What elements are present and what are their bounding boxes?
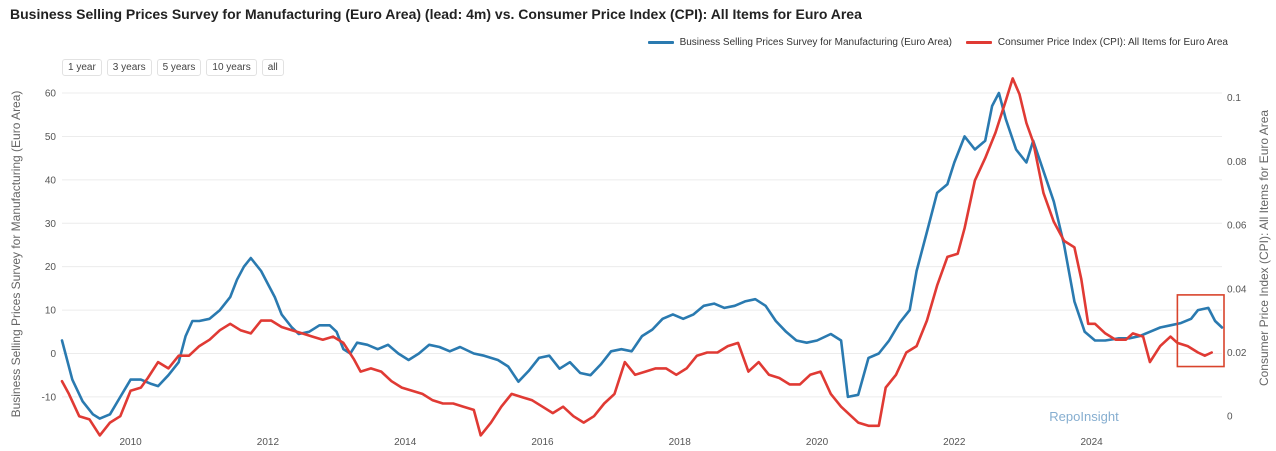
right-tick-label: 0.08 [1227, 157, 1247, 168]
x-tick-label: 2014 [394, 437, 417, 448]
chart-legend: Business Selling Prices Survey for Manuf… [647, 37, 1228, 48]
x-axis-ticks: 2010 2012 2014 2016 2018 2020 2022 2024 [120, 437, 1104, 448]
legend-item-cpi[interactable]: Consumer Price Index (CPI): All Items fo… [965, 37, 1228, 48]
right-tick-label: 0.1 [1227, 93, 1241, 104]
x-tick-label: 2016 [531, 437, 554, 448]
right-axis-ticks: 0 0.02 0.04 0.06 0.08 0.1 [1227, 93, 1247, 423]
watermark-text: RepoInsight [1049, 409, 1119, 424]
gridlines [62, 92, 1222, 398]
left-tick-label: 40 [45, 175, 57, 186]
right-tick-label: 0.06 [1227, 221, 1247, 232]
right-tick-label: 0 [1227, 412, 1233, 423]
legend-swatch-red [965, 41, 992, 44]
highlight-box [1176, 294, 1225, 368]
legend-swatch-blue [647, 41, 674, 44]
page-title: Business Selling Prices Survey for Manuf… [10, 6, 862, 22]
highlight-region [1176, 294, 1225, 368]
legend-label-business-selling-prices: Business Selling Prices Survey for Manuf… [679, 37, 952, 48]
left-tick-label: 0 [50, 349, 56, 360]
range-all-button[interactable]: all [261, 59, 284, 76]
x-tick-label: 2010 [120, 437, 143, 448]
range-10-years-button[interactable]: 10 years [206, 59, 257, 76]
cpi-line [60, 77, 1213, 437]
range-1-year-button[interactable]: 1 year [62, 59, 102, 76]
range-selector: 1 year 3 years 5 years 10 years all [62, 59, 284, 76]
x-tick-label: 2018 [669, 437, 692, 448]
right-axis-title: Consumer Price Index (CPI): All Items fo… [1257, 110, 1271, 386]
left-tick-label: 20 [45, 262, 57, 273]
business-selling-prices-line [60, 91, 1224, 420]
range-3-years-button[interactable]: 3 years [106, 59, 152, 76]
left-tick-label: 60 [45, 89, 57, 100]
left-tick-label: 10 [45, 306, 57, 317]
left-axis-ticks: -10 0 10 20 30 40 50 60 [42, 89, 57, 404]
x-tick-label: 2024 [1080, 437, 1103, 448]
x-tick-label: 2020 [806, 437, 829, 448]
right-tick-label: 0.04 [1227, 284, 1247, 295]
range-5-years-button[interactable]: 5 years [156, 59, 202, 76]
legend-label-cpi: Consumer Price Index (CPI): All Items fo… [997, 37, 1228, 48]
left-tick-label: -10 [42, 392, 57, 403]
left-axis-title: Business Selling Prices Survey for Manuf… [9, 91, 23, 418]
legend-item-business-selling-prices[interactable]: Business Selling Prices Survey for Manuf… [647, 37, 952, 48]
left-tick-label: 50 [45, 132, 57, 143]
x-tick-label: 2022 [943, 437, 966, 448]
x-tick-label: 2012 [257, 437, 280, 448]
left-tick-label: 30 [45, 219, 57, 230]
series-lines [60, 77, 1224, 437]
right-tick-label: 0.02 [1227, 348, 1247, 359]
